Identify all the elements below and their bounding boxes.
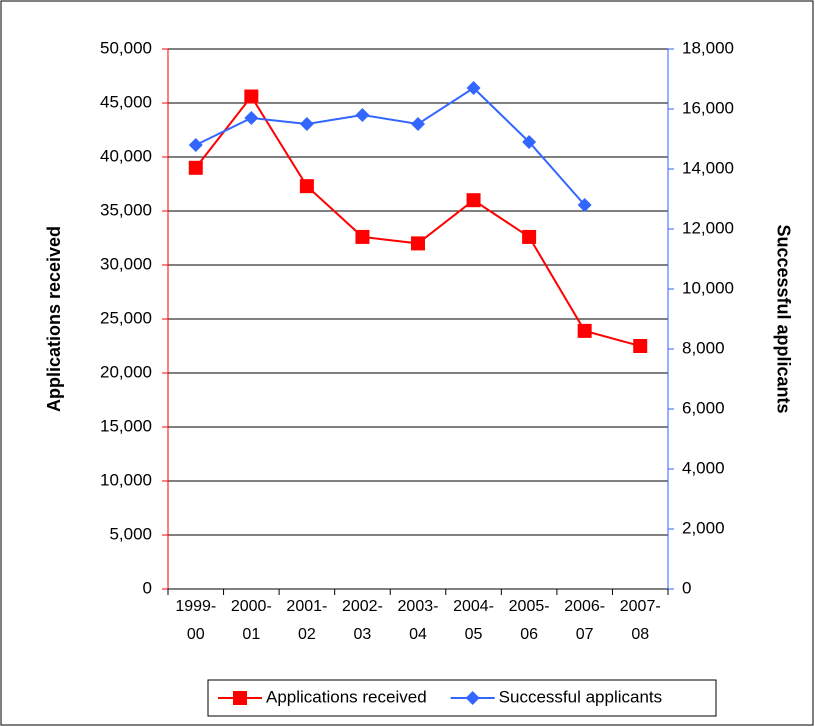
y2-tick-label: 8,000 (682, 338, 725, 357)
y2-tick-label: 4,000 (682, 458, 725, 477)
x-tick-label: 1999-00 (175, 598, 217, 643)
x-tick-label: 2006-07 (564, 598, 606, 643)
marker (465, 691, 480, 705)
y-tick-label: 45,000 (100, 92, 152, 111)
y2-axis-title: Successful applicants (773, 224, 793, 413)
y-axis-title: Applications received (44, 226, 64, 412)
x-tick-label: 2005-06 (508, 598, 550, 643)
y2-tick-label: 10,000 (682, 278, 734, 297)
x-tick-label: 2004-05 (453, 598, 494, 643)
marker (577, 198, 592, 212)
y-tick-label: 0 (143, 578, 152, 597)
marker (355, 108, 370, 122)
y2-tick-label: 16,000 (682, 98, 734, 117)
legend-label: Applications received (266, 687, 427, 706)
y-tick-label: 15,000 (100, 416, 152, 435)
y2-tick-label: 0 (682, 578, 691, 597)
marker (244, 89, 259, 104)
y2-tick-label: 12,000 (682, 218, 734, 237)
y-tick-label: 40,000 (100, 146, 152, 165)
series-line (195, 86, 586, 206)
marker (188, 138, 203, 152)
y-tick-label: 10,000 (100, 470, 152, 489)
marker (466, 81, 481, 95)
y2-tick-label: 2,000 (682, 518, 725, 537)
y-tick-label: 50,000 (100, 38, 152, 57)
y2-tick-label: 14,000 (682, 158, 734, 177)
marker (522, 229, 537, 244)
marker (411, 236, 425, 251)
marker (188, 160, 203, 175)
x-tick-label: 2002-03 (341, 598, 383, 643)
marker (299, 179, 314, 194)
marker (577, 323, 592, 338)
marker (466, 193, 481, 208)
marker (244, 111, 259, 125)
marker (233, 691, 247, 705)
marker (522, 135, 537, 149)
y-tick-label: 20,000 (100, 362, 152, 381)
marker (633, 339, 648, 353)
y2-tick-label: 6,000 (682, 398, 725, 417)
x-tick-label: 2001-02 (286, 598, 328, 643)
y-tick-label: 25,000 (100, 308, 152, 327)
y-tick-label: 35,000 (100, 200, 152, 219)
marker (299, 117, 314, 131)
marker (411, 117, 425, 131)
y-tick-label: 5,000 (109, 524, 152, 543)
x-tick-label: 2000-01 (230, 598, 272, 643)
legend-label: Successful applicants (499, 687, 662, 706)
marker (355, 229, 370, 244)
y2-tick-label: 18,000 (682, 38, 734, 57)
y-tick-label: 30,000 (100, 254, 152, 273)
x-tick-label: 2007-08 (619, 598, 661, 643)
x-tick-label: 2003-04 (397, 598, 439, 643)
